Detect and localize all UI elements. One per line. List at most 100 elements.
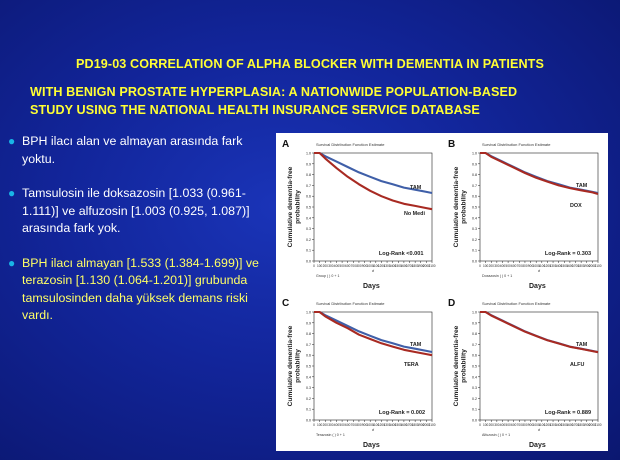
y-tick-label: 0.9 <box>306 321 311 325</box>
panel-letter: C <box>282 298 289 309</box>
slide-title-line-1: PD19-03 CORRELATION OF ALPHA BLOCKER WIT… <box>76 57 544 71</box>
series-label: TAM <box>410 185 422 191</box>
y-tick-label: 0.7 <box>306 343 311 347</box>
y-tick-label: 0.2 <box>306 397 311 401</box>
y-axis-label: Cumulative dementia-freeprobability <box>453 325 468 406</box>
x-tick-label: 1100 <box>372 423 379 427</box>
bullet-item: ● BPH ilacı almayan [1.533 (1.384-1.699)… <box>6 255 274 325</box>
x-tick-label: 1100 <box>538 423 545 427</box>
y-tick-label: 0.3 <box>472 227 477 231</box>
y-tick-label: 0.6 <box>472 354 477 358</box>
series-line-tera <box>314 310 433 357</box>
y-tick-label: 0.6 <box>306 195 311 199</box>
x-axis-small-label: d <box>372 269 375 273</box>
x-tick-label: 1300 <box>384 423 391 427</box>
series-line-no-medi <box>314 151 433 211</box>
series-label: TAM <box>576 183 588 189</box>
x-tick-label: 900 <box>362 264 368 268</box>
x-tick-label: 2100 <box>594 423 601 427</box>
bullet-list: ● BPH ilacı alan ve almayan arasında far… <box>6 133 274 342</box>
y-tick-label: 0.7 <box>306 184 311 188</box>
panel-letter: D <box>448 298 455 309</box>
x-tick-label: 1400 <box>389 264 396 268</box>
x-tick-label: 300 <box>328 423 334 427</box>
x-tick-label: 900 <box>362 423 368 427</box>
y-tick-label: 0.2 <box>306 238 311 242</box>
y-tick-label: 0.8 <box>472 332 477 336</box>
log-rank-annotation: Log-Rank = 0.889 <box>545 410 591 416</box>
y-tick-label: 0.0 <box>472 419 477 423</box>
x-tick-label: 700 <box>351 423 357 427</box>
x-tick-label: 1200 <box>378 264 385 268</box>
x-axis-small-label: d <box>538 269 541 273</box>
y-tick-label: 0.1 <box>472 408 477 412</box>
x-axis-small-label: d <box>538 428 541 432</box>
x-tick-label: 1200 <box>544 264 551 268</box>
x-tick-label: 1100 <box>372 264 379 268</box>
series-label: TAM <box>576 342 588 348</box>
y-tick-label: 0.0 <box>472 260 477 264</box>
x-tick-label: 2100 <box>428 264 435 268</box>
x-tick-label: 400 <box>334 423 340 427</box>
y-tick-label: 0.6 <box>306 354 311 358</box>
stratum-label: Terazosin ( ) 0 + 1 <box>316 433 345 437</box>
slide-title-line-3: STUDY USING THE NATIONAL HEALTH INSURANC… <box>30 103 480 117</box>
series-label: DOX <box>570 203 582 209</box>
x-tick-label: 1500 <box>561 264 568 268</box>
y-tick-label: 1.0 <box>472 152 477 156</box>
y-tick-label: 0.2 <box>472 238 477 242</box>
panel-letter: B <box>448 139 455 150</box>
x-tick-label: 1800 <box>412 423 419 427</box>
y-tick-label: 0.8 <box>306 173 311 177</box>
x-tick-label: 1000 <box>533 423 540 427</box>
x-tick-label: 0 <box>313 264 315 268</box>
y-tick-label: 0.4 <box>472 375 477 379</box>
bullet-text: BPH ilacı almayan [1.533 (1.384-1.699)] … <box>22 255 259 323</box>
y-tick-label: 0.4 <box>472 216 477 220</box>
y-tick-label: 0.9 <box>472 162 477 166</box>
bullet-text: Tamsulosin ile doksazosin [1.033 (0.961-… <box>22 186 250 235</box>
x-tick-label: 0 <box>479 264 481 268</box>
x-tick-label: 0 <box>313 423 315 427</box>
x-tick-label: 900 <box>528 423 534 427</box>
x-tick-label: 1900 <box>417 264 424 268</box>
y-tick-label: 0.9 <box>472 321 477 325</box>
y-tick-label: 0.9 <box>306 162 311 166</box>
x-tick-label: 1500 <box>561 423 568 427</box>
x-tick-label: 100 <box>483 264 489 268</box>
y-tick-label: 1.0 <box>472 311 477 315</box>
panel-letter: A <box>282 139 289 150</box>
x-tick-label: 200 <box>323 264 329 268</box>
kaplan-meier-figure: A Survival Distribution Function Estimate… <box>276 133 608 451</box>
x-tick-label: 1900 <box>583 423 590 427</box>
x-axis-label: Days <box>529 283 546 290</box>
series-line-dox <box>480 151 599 196</box>
bullet-item: ● BPH ilacı alan ve almayan arasında far… <box>6 133 274 168</box>
x-tick-label: 300 <box>328 264 334 268</box>
slide-title-line-2: WITH BENIGN PROSTATE HYPERPLASIA: A NATI… <box>30 85 518 99</box>
log-rank-annotation: Log-Rank = 0.002 <box>379 410 425 416</box>
x-tick-label: 1600 <box>400 423 407 427</box>
x-tick-label: 2100 <box>428 423 435 427</box>
x-tick-label: 600 <box>511 264 517 268</box>
y-tick-label: 0.7 <box>472 184 477 188</box>
series-label: No Medi <box>404 211 425 217</box>
x-tick-label: 800 <box>522 264 528 268</box>
x-tick-label: 2000 <box>423 423 430 427</box>
x-tick-label: 1600 <box>400 264 407 268</box>
x-tick-label: 1200 <box>544 423 551 427</box>
y-tick-label: 0.6 <box>472 195 477 199</box>
x-tick-label: 2000 <box>423 264 430 268</box>
x-tick-label: 1400 <box>389 423 396 427</box>
y-axis-label: Cumulative dementia-freeprobability <box>287 325 302 406</box>
panel-header: Survival Distribution Function Estimate <box>316 142 385 147</box>
series-line-tam <box>314 151 433 195</box>
y-tick-label: 0.3 <box>306 386 311 390</box>
x-tick-label: 1400 <box>555 264 562 268</box>
y-tick-label: 0.5 <box>472 206 477 210</box>
series-label: TERA <box>404 362 419 368</box>
y-tick-label: 0.3 <box>472 386 477 390</box>
y-tick-label: 0.5 <box>306 206 311 210</box>
y-tick-label: 0.4 <box>306 216 311 220</box>
x-tick-label: 100 <box>317 264 323 268</box>
